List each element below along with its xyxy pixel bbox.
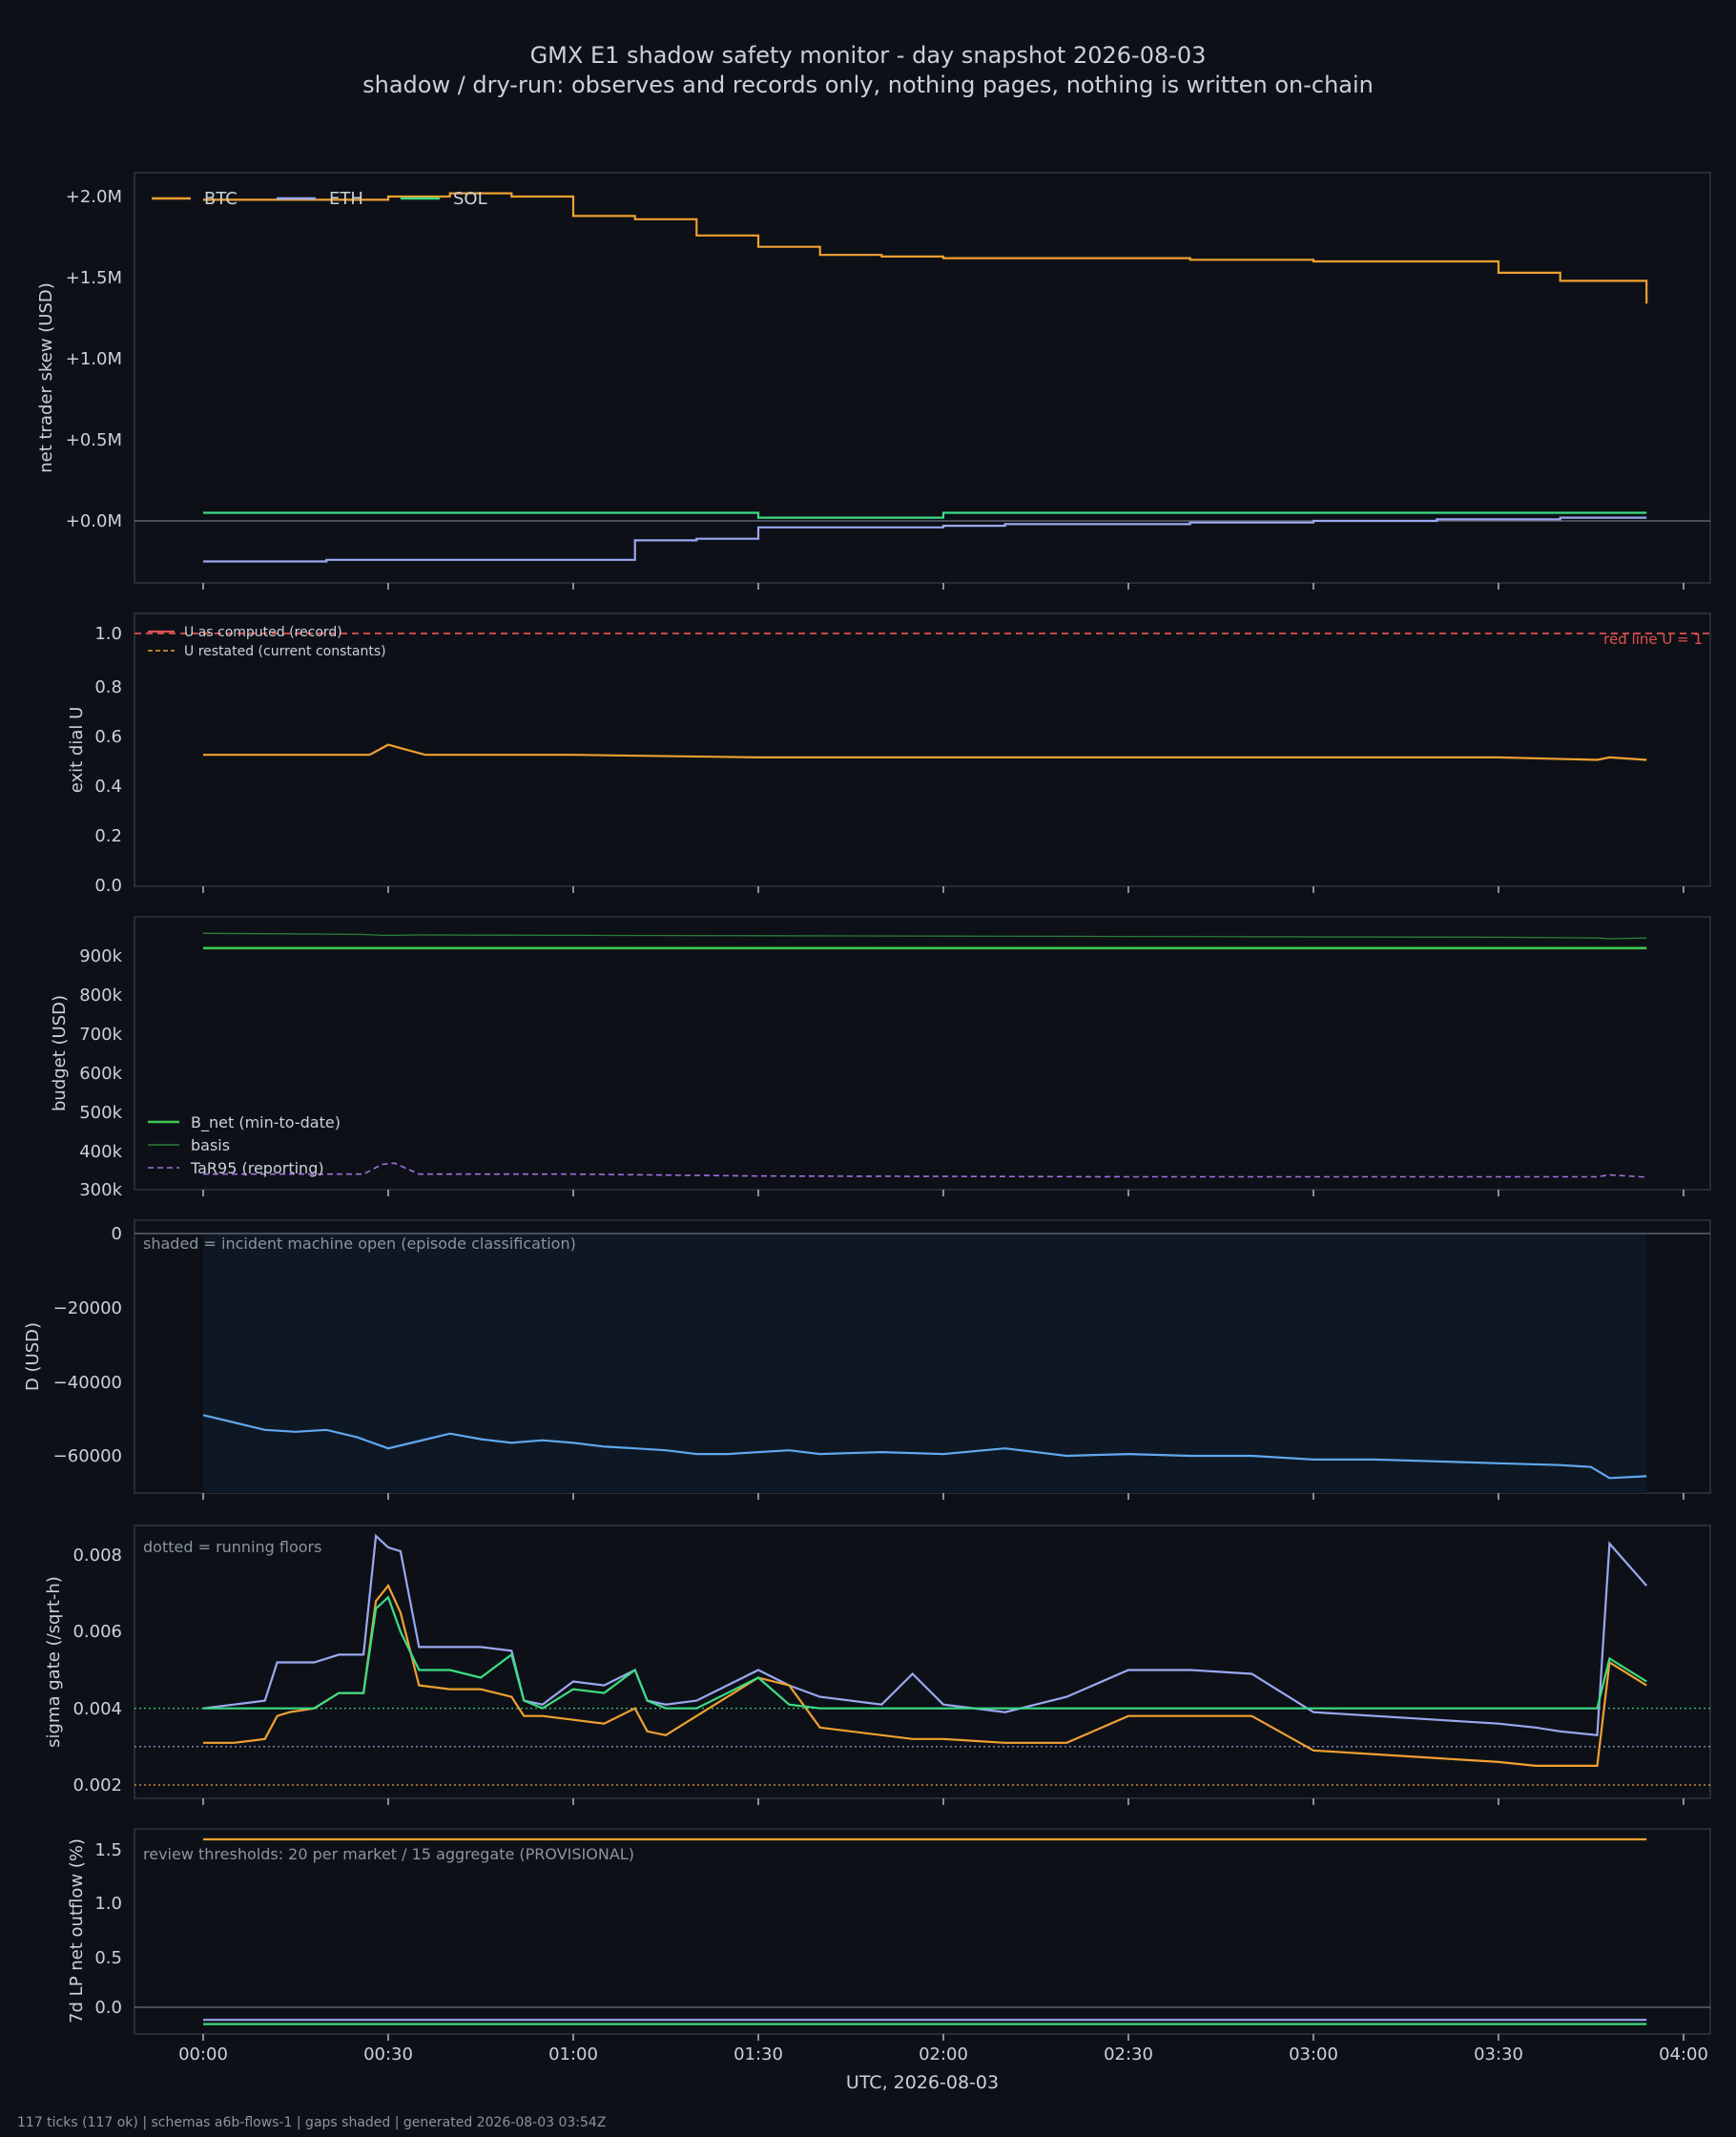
legend-u-restated-label: U restated (current constants) (184, 644, 386, 659)
x-axis-label: UTC, 2026-08-03 (846, 2072, 999, 2093)
sigma-ytick: 0.002 (72, 1775, 122, 1795)
skew-ytick: +0.5M (66, 430, 122, 450)
legend-u-computed-label: U as computed (record) (184, 625, 342, 640)
figure-title: GMX E1 shadow safety monitor - day snaps… (530, 42, 1207, 69)
legend-basis-label: basis (191, 1136, 230, 1154)
legend-eth-label: ETH (329, 189, 363, 209)
legend-btc-label: BTC (204, 189, 238, 209)
legend-sol-label: SOL (453, 189, 487, 209)
x-tick-label: 03:00 (1289, 2044, 1338, 2064)
budget-tar95-line (203, 1162, 1647, 1178)
exit-dial-ytick: 0.0 (94, 876, 122, 896)
sigma-yticks: 0.002 0.004 0.006 0.008 (72, 1546, 122, 1795)
budget-ylabel: budget (USD) (50, 995, 70, 1111)
x-tick-label: 02:00 (919, 2044, 968, 2064)
skew-ytick: +2.0M (66, 187, 122, 207)
x-tick-label: 02:30 (1104, 2044, 1153, 2064)
sigma-ytick: 0.004 (72, 1699, 122, 1719)
panel-sigma: dotted = running floors sigma gate (/sqr… (44, 1525, 1711, 1799)
d-ytick: −20000 (53, 1298, 122, 1318)
outflow-annotation: review thresholds: 20 per market / 15 ag… (143, 1845, 634, 1863)
d-ytick: −60000 (53, 1446, 122, 1466)
outflow-yticks: 0.0 0.5 1.0 1.5 (94, 1840, 122, 2018)
incident-shaded-region (203, 1234, 1647, 1493)
budget-ytick: 600k (79, 1064, 122, 1084)
outflow-ytick: 0.5 (94, 1948, 122, 1968)
panel-outflow-frame (134, 1828, 1711, 2035)
skew-ylabel: net trader skew (USD) (36, 282, 56, 473)
d-ytick: 0 (112, 1224, 122, 1244)
budget-ytick: 800k (79, 986, 122, 1006)
panel-sigma-frame (134, 1525, 1711, 1799)
sigma-ytick: 0.006 (72, 1622, 122, 1642)
x-tick-label: 00:00 (178, 2044, 228, 2064)
outflow-ytick: 1.5 (94, 1840, 122, 1860)
budget-ytick: 500k (79, 1103, 122, 1123)
x-tick-marks (202, 583, 1684, 2041)
outflow-ytick: 1.0 (94, 1894, 122, 1914)
panel-exit-dial-frame (134, 612, 1711, 887)
skew-legend: BTC ETH SOL (152, 189, 487, 209)
skew-series-btc-line (203, 192, 1648, 304)
x-tick-label: 01:00 (548, 2044, 598, 2064)
d-yticks: −60000 −40000 −20000 0 (53, 1224, 122, 1466)
budget-legend: B_net (min-to-date) basis TaR95 (reporti… (148, 1113, 341, 1177)
budget-yticks: 300k 400k 500k 600k 700k 800k 900k (79, 946, 122, 1200)
panel-exit-dial: red line U = 1 exit dial U 0.0 0.2 0.4 0… (67, 612, 1711, 896)
skew-ytick: +1.5M (66, 268, 122, 288)
d-series-line (202, 1414, 1647, 1480)
budget-ytick: 300k (79, 1180, 122, 1200)
d-ylabel: D (USD) (23, 1322, 43, 1391)
figure-subtitle: shadow / dry-run: observes and records o… (362, 72, 1374, 98)
budget-ytick: 700k (79, 1025, 122, 1045)
d-ytick: −40000 (53, 1373, 122, 1393)
exit-dial-restated-line (203, 743, 1647, 761)
exit-dial-ytick: 0.8 (94, 677, 122, 697)
legend-bnet-label: B_net (min-to-date) (191, 1113, 341, 1132)
skew-series-sol-line (203, 511, 1647, 519)
exit-dial-ylabel: exit dial U (67, 707, 87, 794)
panel-budget-frame (134, 916, 1711, 1191)
panel-budget: budget (USD) 300k 400k 500k 600k 700k 80… (50, 916, 1711, 1200)
panel-outflow: review thresholds: 20 per market / 15 ag… (67, 1828, 1711, 2093)
outflow-ytick: 0.0 (94, 1998, 122, 2018)
x-tick-label: 04:00 (1659, 2044, 1708, 2064)
sigma-series-eth-line (202, 1533, 1648, 1737)
panel-skew: net trader skew (USD) +0.0M +0.5M +1.0M … (36, 172, 1711, 584)
exit-dial-ytick: 0.2 (94, 826, 122, 846)
exit-dial-legend: U as computed (record) U restated (curre… (148, 625, 386, 659)
skew-series-eth-line (203, 516, 1647, 563)
footer-status: 117 ticks (117 ok) | schemas a6b-flows-1… (17, 2115, 606, 2130)
d-annotation: shaded = incident machine open (episode … (143, 1234, 576, 1253)
sigma-ylabel: sigma gate (/sqrt-h) (44, 1576, 64, 1748)
panel-skew-frame (134, 172, 1711, 584)
exit-dial-ytick: 1.0 (94, 624, 122, 644)
skew-ytick: +1.0M (66, 349, 122, 369)
skew-yticks: +0.0M +0.5M +1.0M +1.5M +2.0M (66, 187, 122, 531)
x-tick-label: 01:30 (734, 2044, 783, 2064)
exit-dial-ytick: 0.4 (94, 777, 122, 797)
exit-dial-ytick: 0.6 (94, 727, 122, 747)
exit-dial-annotation: red line U = 1 (1603, 631, 1703, 648)
panel-d: shaded = incident machine open (episode … (23, 1219, 1711, 1494)
x-tick-label: 03:30 (1474, 2044, 1523, 2064)
budget-ytick: 900k (79, 946, 122, 966)
sigma-series-sol-line (203, 1595, 1647, 1710)
exit-dial-yticks: 0.0 0.2 0.4 0.6 0.8 1.0 (94, 624, 122, 896)
sigma-annotation: dotted = running floors (143, 1538, 321, 1556)
sigma-ytick: 0.008 (72, 1546, 122, 1566)
budget-basis-line (202, 932, 1647, 940)
outflow-ylabel: 7d LP net outflow (%) (67, 1838, 87, 2023)
budget-ytick: 400k (79, 1142, 122, 1162)
x-tick-label: 00:30 (363, 2044, 413, 2064)
legend-tar95-label: TaR95 (reporting) (190, 1159, 324, 1177)
skew-ytick: +0.0M (66, 511, 122, 531)
x-axis-ticks: 00:00 00:30 01:00 01:30 02:00 02:30 03:0… (178, 2044, 1708, 2064)
